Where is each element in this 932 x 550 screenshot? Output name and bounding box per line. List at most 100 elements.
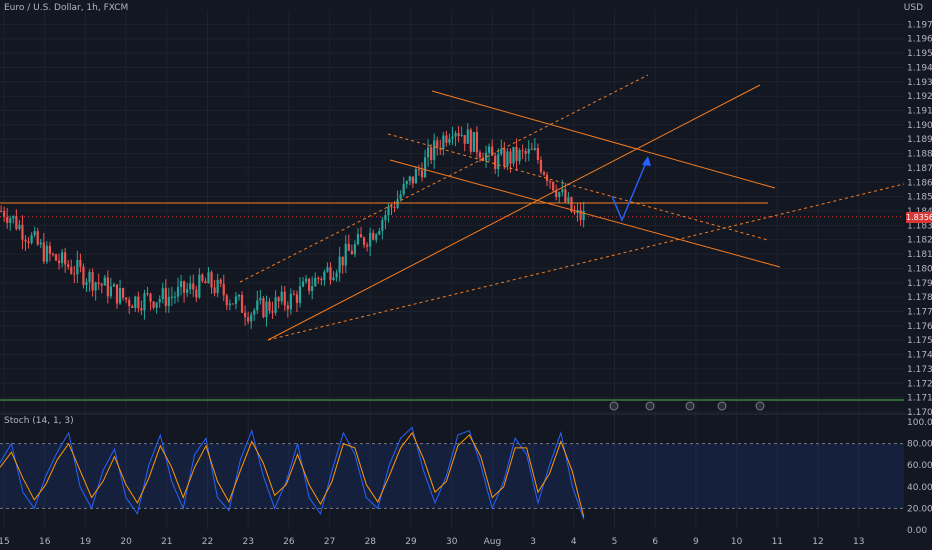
candle-body [21, 224, 24, 240]
candle-body [167, 296, 170, 307]
candle-body [292, 293, 295, 295]
candle-body [164, 288, 167, 307]
candle-body [9, 218, 12, 223]
candle-body [341, 256, 344, 266]
event-marker [645, 401, 655, 411]
price-tick-label: 1.19500 [907, 49, 932, 59]
stoch-tick-label: 60.00 [907, 461, 932, 471]
candle-body [0, 211, 3, 212]
candle-body [356, 234, 360, 245]
candle-body [488, 146, 491, 153]
candle-body [542, 172, 546, 175]
candle-body [94, 282, 97, 291]
candle-body [423, 157, 427, 178]
candle-body [152, 301, 155, 308]
time-tick-label: 19 [80, 537, 92, 547]
event-marker-dot [755, 401, 765, 411]
price-tick-label: 1.18600 [907, 178, 932, 188]
candle-body [125, 297, 128, 300]
candle-body [274, 297, 277, 313]
price-axis[interactable]: 1.19700 1.19600 1.19500 1.19400 1.19300 1.192… [907, 20, 932, 418]
candle-body [567, 197, 570, 202]
candle-body [497, 153, 500, 169]
time-tick-label: 15 [0, 537, 10, 547]
candle-body [353, 244, 356, 255]
time-tick-label: 20 [120, 537, 132, 547]
candle-body [216, 279, 219, 294]
price-tick-label: 1.17800 [907, 293, 932, 303]
candle-body [323, 271, 326, 281]
candle-body [158, 299, 161, 303]
candle-body [295, 294, 299, 303]
candle-body [82, 266, 85, 285]
price-tick-label: 1.18000 [907, 264, 932, 274]
candle-body [131, 306, 134, 309]
time-tick-label: 10 [731, 537, 743, 547]
candle-body [33, 231, 36, 236]
candle-body [399, 194, 402, 200]
candle-body [12, 216, 15, 219]
event-markers[interactable] [609, 401, 765, 411]
candle-body [338, 256, 341, 273]
candle-body [509, 151, 512, 164]
candle-body [88, 271, 91, 283]
candle-body [463, 135, 466, 144]
event-marker-dot [717, 401, 727, 411]
candle-body [552, 181, 555, 191]
candle-body [97, 282, 100, 284]
candle-body [24, 239, 27, 242]
candle-body [549, 181, 552, 183]
candle-body [545, 174, 549, 182]
candle-body [408, 176, 411, 182]
candle-body [161, 288, 164, 300]
candle-body [213, 287, 216, 294]
time-tick-label: 4 [571, 537, 577, 547]
candle-body [30, 235, 33, 243]
candle-body [237, 295, 241, 297]
candle-body [573, 211, 576, 213]
candle-body [478, 152, 482, 158]
time-tick-label: 5 [612, 537, 618, 547]
candle-body [381, 220, 384, 232]
time-tick-label: 23 [242, 537, 253, 547]
time-tick-label: 13 [853, 537, 864, 547]
time-tick-label: 3 [530, 537, 536, 547]
time-tick-label: 28 [365, 537, 377, 547]
candle-body [170, 296, 173, 298]
candle-body [115, 284, 119, 304]
dashed-trend-line [267, 183, 905, 341]
candle-body [128, 299, 131, 307]
candle-body [311, 286, 314, 292]
candle-body [192, 283, 195, 290]
candle-body [521, 150, 524, 152]
event-marker-dot [609, 401, 619, 411]
candle-body [253, 310, 256, 315]
candle-body [70, 267, 73, 274]
candle-body [344, 243, 347, 266]
candle-body [57, 260, 61, 264]
candle-body [219, 279, 222, 284]
candle-body [234, 296, 238, 304]
time-tick-label: 11 [772, 537, 783, 547]
candle-body [256, 300, 259, 311]
candle-body [73, 273, 76, 275]
candle-body [67, 264, 70, 268]
candle-body [106, 277, 109, 297]
candle-body [372, 232, 375, 240]
candle-body [570, 197, 573, 212]
time-tick-label: 9 [693, 537, 699, 547]
projection-arrow [611, 157, 649, 222]
candle-body [222, 283, 225, 296]
time-axis[interactable]: 15 16 19 20 21 22 23 26 27 28 29 30 Aug 3 4 5 6 9 10 11 12 13 [0, 537, 864, 547]
price-tick-label: 1.17200 [907, 379, 932, 389]
candle-body [225, 295, 228, 306]
candle-body [173, 296, 177, 298]
candle-body [308, 278, 311, 292]
event-marker-dot [645, 401, 655, 411]
candle-body [103, 277, 106, 286]
candle-body [475, 131, 478, 153]
candle-body [530, 148, 533, 150]
candle-body [268, 301, 271, 311]
candle-body [466, 129, 469, 144]
candle-body [195, 289, 198, 298]
